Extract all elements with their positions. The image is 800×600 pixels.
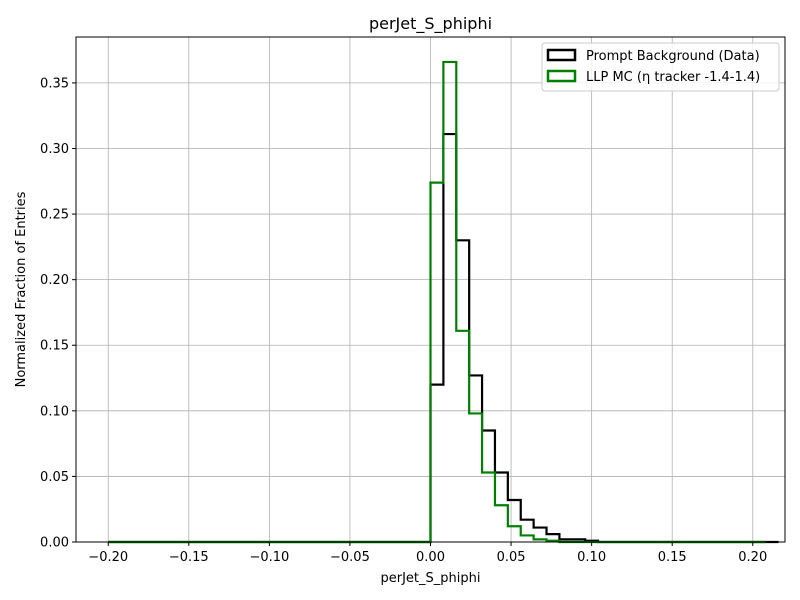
x-tick-label: 0.10 — [577, 550, 606, 565]
y-tick-label: 0.25 — [40, 208, 69, 223]
chart-title: perJet_S_phiphi — [369, 14, 492, 34]
y-tick-label: 0.35 — [40, 76, 69, 91]
x-tick-label: 0.05 — [497, 550, 526, 565]
legend-label-llp-mc: LLP MC (η tracker -1.4-1.4) — [586, 70, 760, 85]
x-tick-label: 0.20 — [738, 550, 767, 565]
y-tick-label: 0.05 — [40, 470, 69, 485]
x-tick-label: −0.05 — [330, 550, 370, 565]
legend-label-prompt-background: Prompt Background (Data) — [586, 49, 760, 64]
x-tick-label: 0.00 — [416, 550, 445, 565]
x-tick-label: 0.15 — [658, 550, 687, 565]
legend-box — [541, 42, 780, 92]
legend-swatch-llp-mc — [546, 69, 577, 83]
x-tick-label: −0.20 — [88, 550, 128, 565]
y-axis-label: Normalized Fraction of Entries — [14, 191, 29, 387]
axis-ticks: −0.20 −0.15 −0.10 −0.05 0.00 0.05 0.10 0.15 0.20… — [40, 76, 767, 565]
x-tick-label: −0.10 — [249, 550, 289, 565]
y-tick-label: 0.15 — [40, 339, 69, 354]
x-axis-label: perJet_S_phiphi — [381, 571, 481, 586]
y-tick-label: 0.00 — [40, 536, 69, 551]
x-tick-label: −0.15 — [169, 550, 209, 565]
y-tick-label: 0.10 — [40, 404, 69, 419]
y-tick-label: 0.30 — [40, 142, 69, 157]
y-tick-label: 0.20 — [40, 273, 69, 288]
legend: Prompt Background (Data) LLP MC (η track… — [541, 42, 780, 92]
legend-swatch-prompt-background — [546, 48, 577, 62]
